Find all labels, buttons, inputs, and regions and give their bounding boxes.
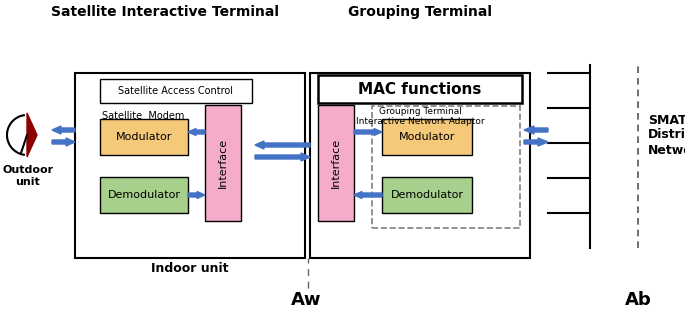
FancyArrow shape (524, 138, 548, 146)
Bar (100, 79, 252, 103)
Text: Modulator: Modulator (116, 132, 172, 142)
FancyArrow shape (354, 192, 382, 198)
Bar (100, 177, 188, 213)
FancyArrow shape (524, 126, 548, 134)
Text: Satellite Access Control: Satellite Access Control (119, 86, 234, 96)
FancyArrow shape (52, 126, 75, 134)
FancyArrow shape (255, 141, 310, 149)
Bar (100, 119, 188, 155)
Bar (320, 78, 520, 98)
Text: Interface: Interface (218, 138, 228, 188)
Bar (318, 105, 354, 221)
Text: Interface: Interface (331, 138, 341, 188)
FancyArrow shape (188, 129, 205, 136)
Polygon shape (27, 113, 37, 157)
Bar (205, 105, 241, 221)
FancyArrow shape (188, 192, 205, 198)
Text: Demodulator: Demodulator (108, 190, 181, 200)
Text: Satellite Interactive Terminal: Satellite Interactive Terminal (51, 5, 279, 19)
Text: Outdoor
unit: Outdoor unit (3, 165, 53, 187)
Text: Grouping Terminal
Interactive Network Adaptor: Grouping Terminal Interactive Network Ad… (356, 107, 484, 126)
Bar (382, 119, 472, 155)
Bar (75, 73, 305, 258)
Text: SMATV
Distribution
Network: SMATV Distribution Network (648, 114, 685, 156)
FancyArrow shape (52, 138, 75, 146)
Text: MAC functions: MAC functions (358, 81, 482, 96)
FancyArrow shape (255, 153, 310, 161)
Bar (310, 73, 530, 258)
Text: Aw: Aw (290, 291, 321, 309)
Text: Grouping Terminal: Grouping Terminal (348, 5, 492, 19)
Text: Ab: Ab (625, 291, 651, 309)
Bar (318, 75, 522, 103)
Text: Indoor unit: Indoor unit (151, 262, 229, 275)
Bar (372, 106, 520, 228)
Bar (382, 177, 472, 213)
Text: Modulator: Modulator (399, 132, 456, 142)
FancyArrow shape (354, 129, 382, 136)
Text: Satellite  Modem: Satellite Modem (102, 111, 184, 121)
Text: Demodulator: Demodulator (390, 190, 464, 200)
